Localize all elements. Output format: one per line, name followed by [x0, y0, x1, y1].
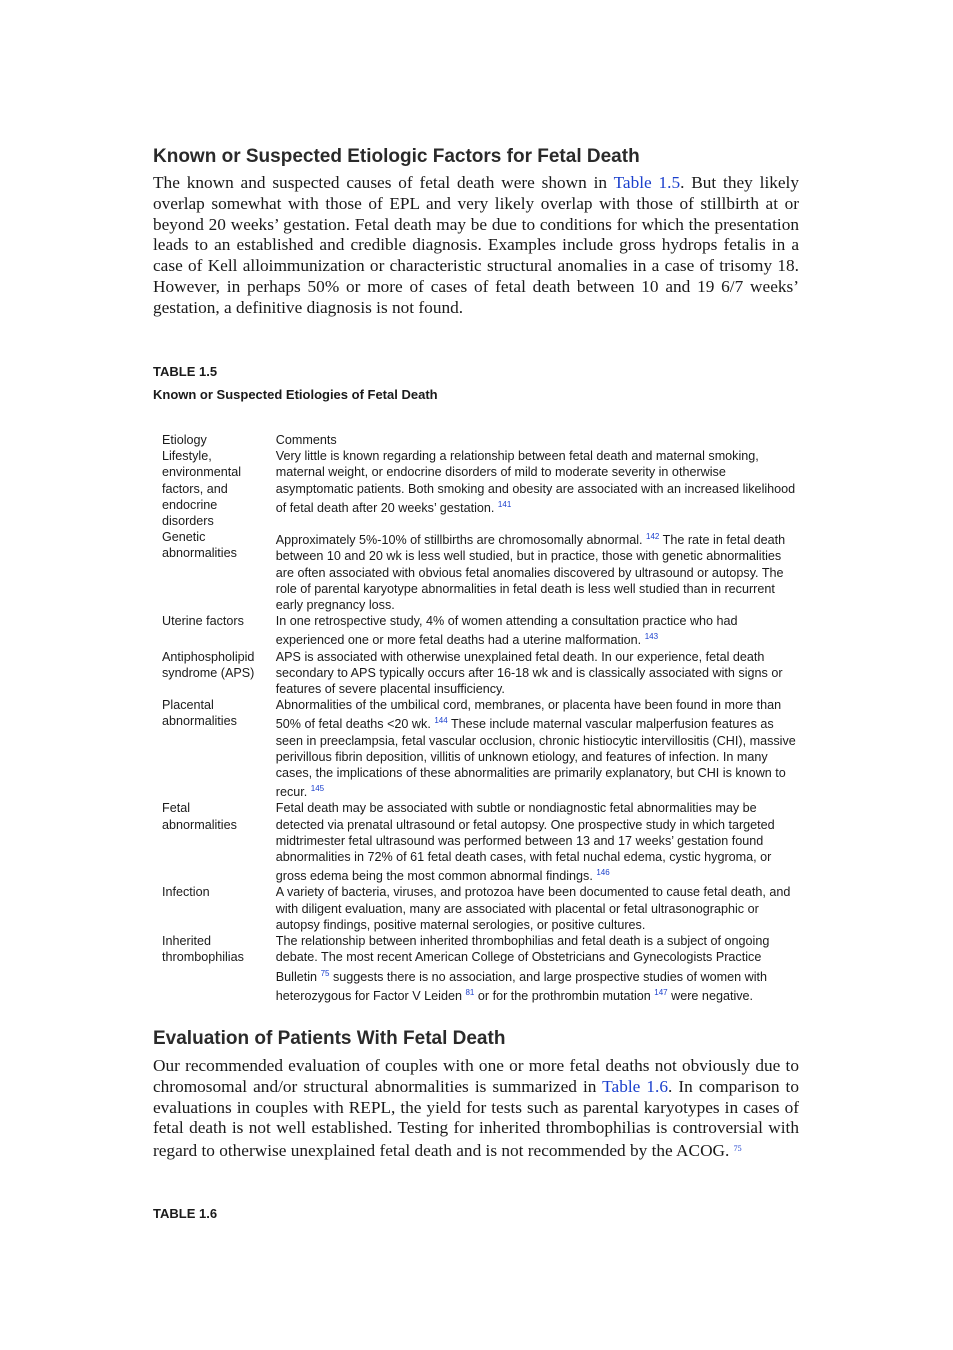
etiology-cell: Inherited thrombophilias [153, 933, 276, 1004]
etiology: Infection [162, 885, 210, 900]
etiology-cell: Lifestyle, environmental factors, and en… [153, 448, 276, 529]
text-run: or for the prothrombin mutation [474, 988, 655, 1003]
comments-cell: Fetal death may be associated with subtl… [276, 800, 799, 884]
etiology-cell: Fetal abnormalities [153, 800, 276, 884]
etiology-cell: Genetic abnormalities [153, 529, 276, 613]
etiology-cell: Infection [153, 884, 276, 933]
citation[interactable]: 145 [310, 784, 325, 794]
etiology: Antiphospholipid syndrome (APS) [162, 649, 255, 680]
etiology: Genetic abnormalities [162, 530, 237, 561]
etiology: Inherited thrombophilias [162, 934, 244, 965]
comments-cell: Very little is known regarding a relatio… [276, 448, 799, 529]
comments-cell: The relationship between inherited throm… [276, 933, 799, 1004]
table-row: Fetal abnormalities Fetal death may be as… [153, 800, 799, 884]
table-row: Genetic abnormalities Approximately 5%-10… [153, 529, 799, 613]
comments-cell: Abnormalities of the umbilical cord, mem… [276, 697, 799, 800]
section-heading: Known or Suspected Etiologic Factors for… [153, 146, 640, 167]
text-run: The known and suspected causes of fetal … [153, 173, 614, 192]
citation[interactable]: 143 [644, 632, 659, 642]
text-run: were negative. [667, 988, 754, 1003]
citation[interactable]: 147 [654, 987, 668, 997]
text-run: The rate in fetal death between 10 and 2… [275, 533, 786, 613]
comments-cell: APS is associated with otherwise unexpla… [276, 649, 799, 698]
table-row: Uterine factors In one retrospective stud… [153, 613, 799, 648]
header-text: Comments [275, 433, 337, 447]
paragraph: The known and suspected causes of fetal … [153, 173, 799, 319]
table-row: Antiphospholipid syndrome (APS) APS is as… [153, 649, 799, 698]
table-link[interactable]: Table 1.5 [613, 173, 681, 192]
comments-cell: Approximately 5%-10% of stillbirths are … [276, 529, 799, 613]
text-run: Abnormalities of the umbilical cord, mem… [275, 698, 782, 732]
etiology-cell: Antiphospholipid syndrome (APS) [153, 649, 276, 698]
table-label: TABLE 1.6 [153, 1206, 218, 1221]
text-run: The relationship between inherited throm… [275, 934, 770, 984]
etiology: Lifestyle, environmental factors, and en… [162, 449, 242, 529]
text-run: . But they likely overlap somewhat with … [153, 173, 799, 317]
table: Etiology Comments Lifestyle, environmental… [153, 432, 799, 1004]
text-run: A variety of bacteria, viruses, and prot… [275, 885, 791, 932]
header-row: Etiology Comments [153, 432, 799, 448]
table-row: Infection A variety of bacteria, viruses,… [153, 884, 799, 933]
etiology-cell: Placental abnormalities [153, 697, 276, 800]
table-row: Inherited thrombophilias The relationship… [153, 933, 799, 1004]
text-run: Very little is known regarding a relatio… [275, 449, 796, 515]
comments-cell: In one retrospective study, 4% of women … [276, 613, 799, 648]
citation[interactable]: 144 [434, 716, 448, 726]
table-caption: Known or Suspected Etiologies of Fetal D… [153, 387, 438, 402]
table-link[interactable]: Table 1.6 [602, 1076, 668, 1096]
etiology-cell: Uterine factors [153, 613, 276, 648]
table-row: Lifestyle, environmental factors, and en… [153, 448, 799, 529]
text-run: APS is associated with otherwise unexpla… [275, 649, 783, 697]
header-cell: Etiology [153, 432, 276, 448]
paragraph: Our recommended evaluation of couples wi… [153, 1056, 799, 1162]
citation[interactable]: 142 [646, 532, 660, 542]
etiology: Placental abnormalities [162, 698, 237, 729]
text-run: In one retrospective study, 4% of women … [275, 614, 738, 648]
citation[interactable]: 75 [320, 968, 330, 978]
citation[interactable]: 146 [596, 868, 610, 878]
text-run: . In comparison to evaluations in couple… [153, 1076, 799, 1161]
etiology: Uterine factors [162, 614, 244, 629]
citation[interactable]: 81 [465, 987, 475, 997]
text-run: Our recommended evaluation of couples wi… [153, 1056, 799, 1096]
text-run: Approximately 5%-10% of stillbirths are … [275, 533, 647, 548]
comments-cell: A variety of bacteria, viruses, and prot… [276, 884, 799, 933]
table-row: Placental abnormalities Abnormalities of … [153, 697, 799, 800]
text-run: These include maternal vascular malperfu… [275, 717, 796, 800]
table-label: TABLE 1.5 [153, 364, 218, 379]
citation[interactable]: 141 [497, 499, 512, 509]
header-cell: Comments [276, 432, 799, 448]
section-heading: Evaluation of Patients With Fetal Death [153, 1028, 506, 1049]
citation[interactable]: 75 [733, 1144, 742, 1154]
header-text: Etiology [162, 433, 207, 447]
text-run: suggests there is no association, and la… [275, 969, 767, 1003]
text-run: Fetal death may be associated with subtl… [275, 801, 775, 884]
etiology: Fetal abnormalities [162, 801, 237, 832]
